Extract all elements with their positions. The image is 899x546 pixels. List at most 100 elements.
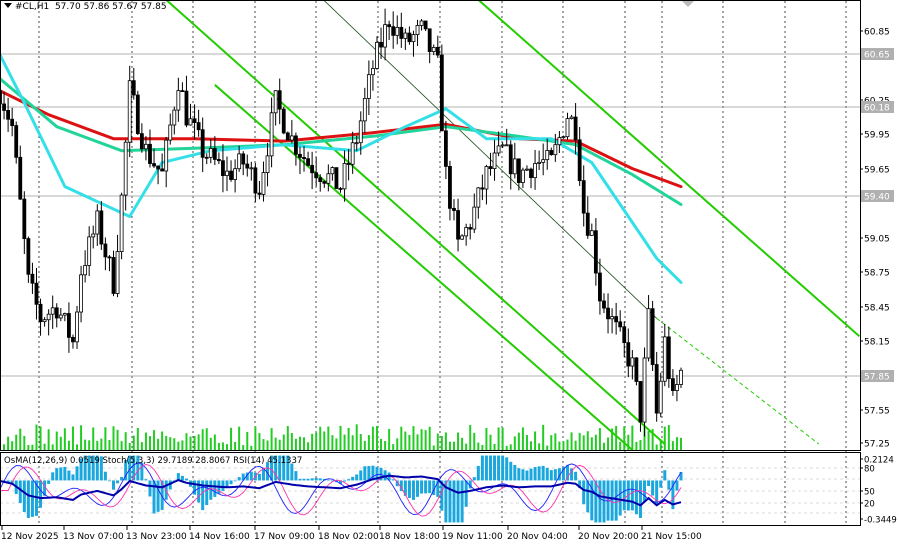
osma-bar xyxy=(241,473,245,481)
candle-body-bear xyxy=(67,313,71,338)
volume-bar xyxy=(448,441,451,450)
dropdown-arrow-icon[interactable] xyxy=(4,3,12,8)
volume-bar xyxy=(3,444,6,450)
candle-body-bear xyxy=(638,381,643,423)
osma-bar xyxy=(124,460,128,481)
volume-bar xyxy=(351,435,354,450)
osma-bar xyxy=(298,478,302,481)
candle xyxy=(602,293,606,314)
candle-body-bear xyxy=(650,308,655,365)
candle xyxy=(148,129,152,168)
volume-bar xyxy=(43,443,46,450)
volume-bar xyxy=(578,432,581,450)
volume-bar xyxy=(497,427,500,450)
candle-body-bear xyxy=(111,257,116,294)
price-level-badge xyxy=(861,370,894,382)
candle xyxy=(103,237,108,271)
candle xyxy=(399,12,404,48)
osma-bar xyxy=(225,480,229,488)
osma-bar xyxy=(598,480,602,523)
volume-bar xyxy=(457,432,460,450)
candle xyxy=(26,236,31,283)
volume-bar xyxy=(128,443,131,450)
candle-body-bull xyxy=(411,34,416,43)
volume-bar xyxy=(355,424,358,450)
osma-bar xyxy=(160,480,164,510)
candle-body-bull xyxy=(208,148,213,158)
osma-bar xyxy=(176,473,180,481)
rsi-line xyxy=(0,474,682,507)
volume-bar xyxy=(254,426,257,450)
candle xyxy=(573,103,578,155)
osma-bar xyxy=(87,455,91,481)
candle-body-bear xyxy=(606,307,610,320)
candle xyxy=(541,143,546,176)
candle-body-bear xyxy=(103,243,108,258)
candle-body-bull xyxy=(533,163,537,179)
candle xyxy=(14,121,19,164)
candle-body-bear xyxy=(318,177,323,182)
osma-bar xyxy=(655,480,659,506)
candle xyxy=(350,131,355,174)
candle-body-bull xyxy=(484,166,489,190)
candle xyxy=(229,160,233,182)
candle-body-bear xyxy=(148,143,152,164)
volume-bar xyxy=(404,431,407,450)
candle-body-bear xyxy=(634,357,639,382)
osma-bar xyxy=(399,480,403,492)
candle-body-bear xyxy=(529,168,533,179)
candle xyxy=(480,174,485,201)
price-level-badge xyxy=(861,48,894,60)
candle-body-bull xyxy=(472,206,477,230)
candle xyxy=(139,123,144,153)
candle xyxy=(46,309,51,336)
chart-shift-marker[interactable] xyxy=(682,1,694,7)
candle xyxy=(160,153,165,172)
volume-bar xyxy=(347,427,350,450)
osma-bar xyxy=(266,462,270,481)
candle-body-bull xyxy=(237,153,242,170)
candle-body-bull xyxy=(371,68,375,76)
osma-bar xyxy=(679,471,683,481)
candle-body-bear xyxy=(156,165,160,170)
candle-body-bull xyxy=(273,90,278,114)
osma-bar xyxy=(83,455,87,481)
chart-header: #CL,H1 57.70 57.86 57.67 57.85 xyxy=(4,2,167,12)
candle-body-bear xyxy=(622,326,627,344)
osma-bar xyxy=(618,480,622,516)
osma-bar xyxy=(671,480,675,510)
osma-bar xyxy=(156,480,160,512)
volume-bar xyxy=(538,443,541,450)
candle xyxy=(127,65,132,158)
candle-body-bear xyxy=(221,160,225,176)
candle-body-bull xyxy=(679,369,683,385)
osma-bar xyxy=(294,471,298,481)
candle xyxy=(614,302,619,335)
candle-body-bear xyxy=(38,303,43,323)
candle-body-bear xyxy=(30,273,35,284)
candle xyxy=(164,136,169,188)
candle-body-bull xyxy=(642,357,647,423)
candle-body-bull xyxy=(646,308,651,359)
candle-body-bear xyxy=(14,125,19,158)
candle-body-bear xyxy=(598,272,602,302)
candle-body-bull xyxy=(569,116,574,119)
candle xyxy=(196,109,201,137)
oscillator-tick-label: 0.2124 xyxy=(864,456,894,466)
candle-body-bull xyxy=(366,74,371,99)
osma-bar xyxy=(424,480,428,494)
volume-bar xyxy=(655,444,658,450)
candle xyxy=(496,131,501,157)
candle xyxy=(233,159,238,193)
candle-body-bear xyxy=(618,321,623,328)
candle xyxy=(302,146,306,172)
candle xyxy=(557,131,562,153)
osma-bar xyxy=(339,480,342,484)
candle-body-bull xyxy=(610,316,614,320)
oscillator-tick-label: -0.3449 xyxy=(864,516,897,526)
volume-bar xyxy=(428,426,431,450)
candle xyxy=(237,145,242,172)
volume-bars xyxy=(0,424,682,450)
candle xyxy=(71,334,75,349)
candle-body-bear xyxy=(322,181,327,184)
